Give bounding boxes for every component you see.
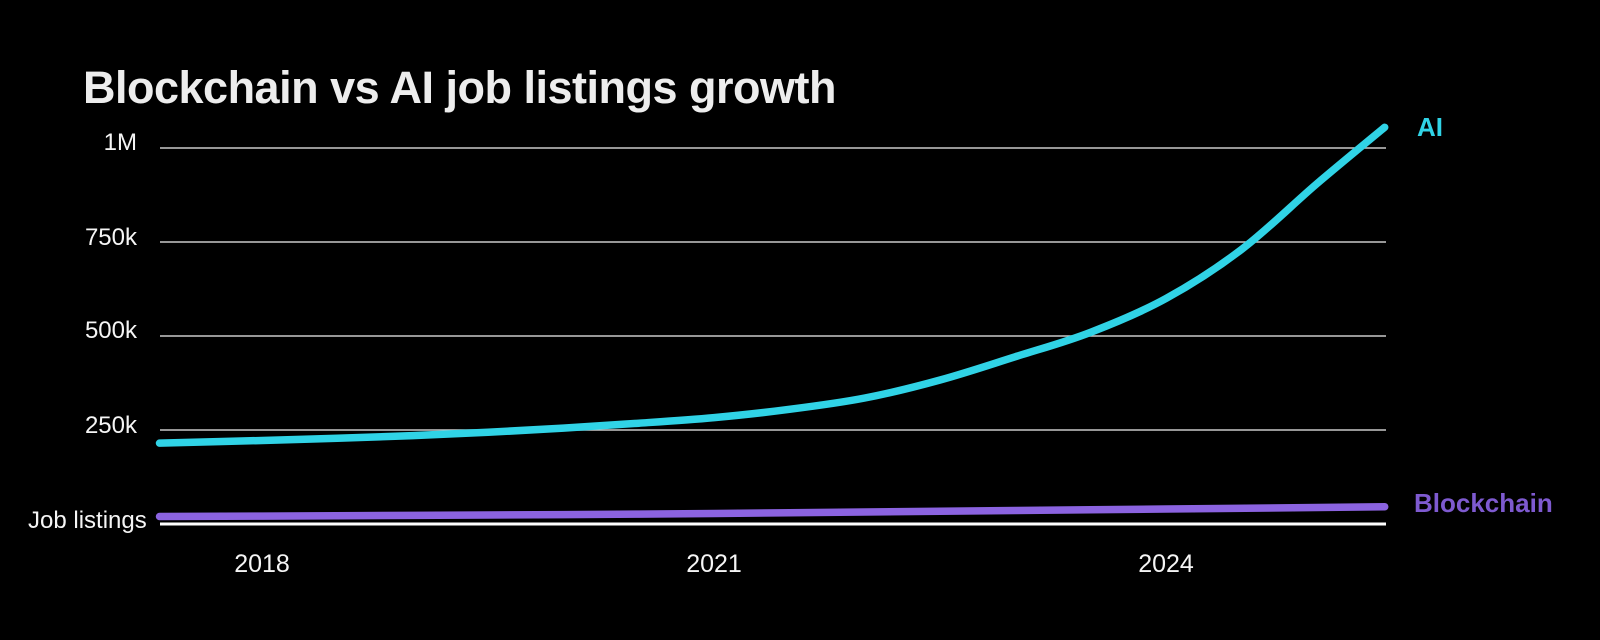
y-tick-750k: 750k [84,224,137,251]
chart-title: Blockchain vs AI job listings growth [83,62,836,113]
y-tick-500k: 500k [84,317,137,344]
x-tick-2024: 2024 [1138,550,1194,578]
y-tick-250k: 250k [84,412,137,439]
series-line-ai [155,123,1389,447]
series-label-blockchain: Blockchain [1414,488,1553,518]
y-axis-label: Job listings [28,507,147,534]
x-tick-2018: 2018 [234,550,290,578]
x-tick-2021: 2021 [686,550,742,578]
series-line-blockchain [155,502,1389,521]
series-label-ai: AI [1417,112,1443,142]
y-tick-1m: 1M [103,129,137,156]
